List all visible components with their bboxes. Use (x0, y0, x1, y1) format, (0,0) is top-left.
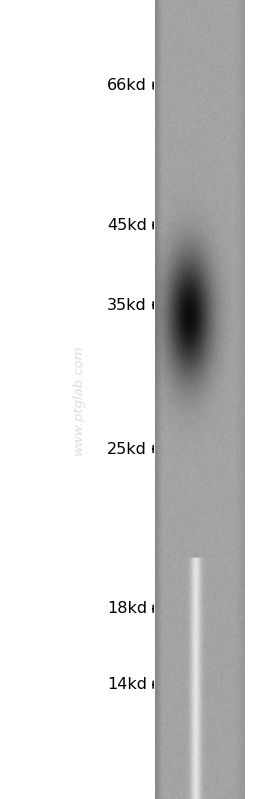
Text: 35kd: 35kd (107, 298, 147, 312)
Text: 45kd: 45kd (107, 218, 147, 233)
Text: 66kd: 66kd (107, 78, 147, 93)
Text: www.ptglab.com: www.ptglab.com (72, 344, 85, 455)
Text: 18kd: 18kd (107, 602, 147, 616)
Text: 25kd: 25kd (107, 442, 147, 456)
Text: 14kd: 14kd (107, 678, 147, 692)
